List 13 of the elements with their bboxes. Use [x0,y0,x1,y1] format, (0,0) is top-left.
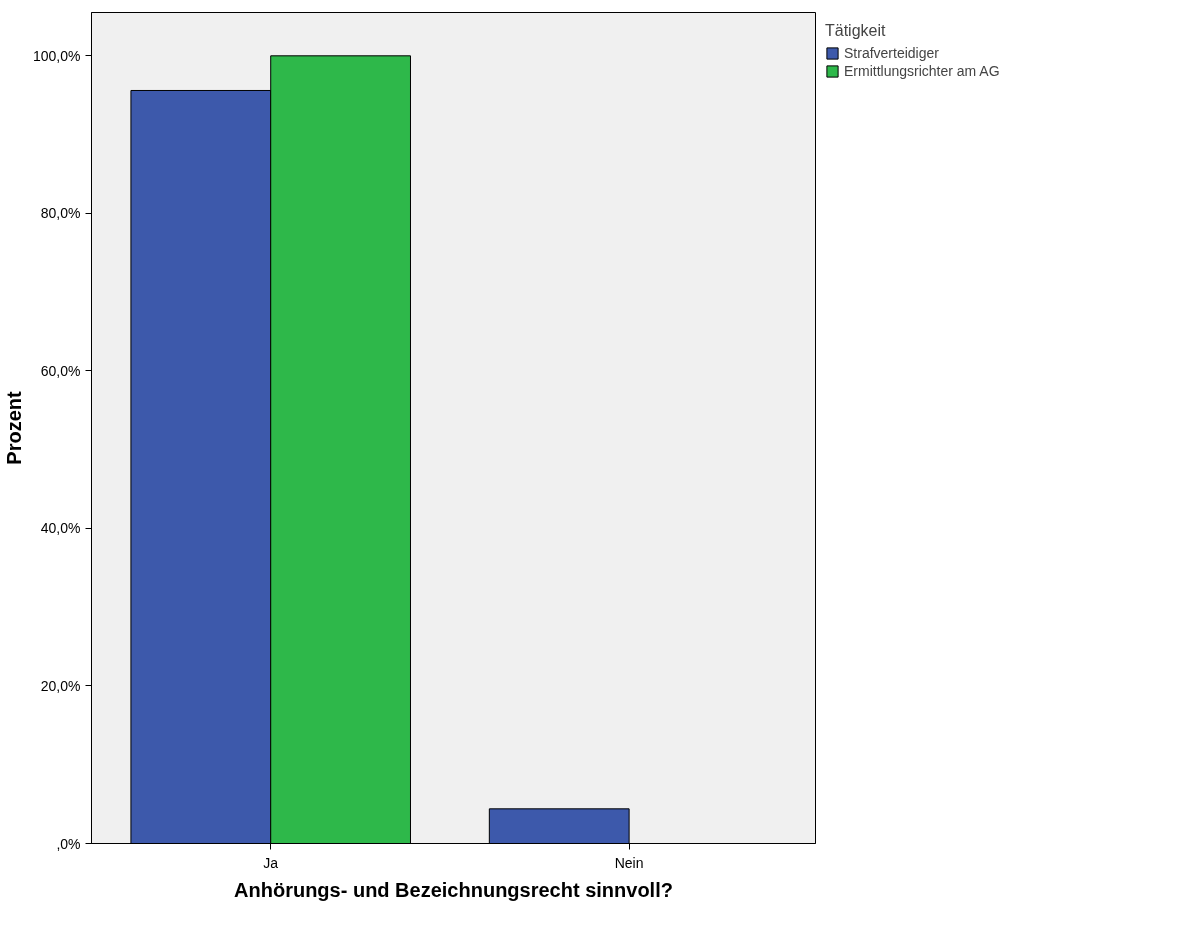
y-tick-label: ,0% [56,835,81,852]
y-tick-label: 80,0% [40,205,81,222]
y-axis-title: Prozent [3,390,26,465]
x-tick-label: Ja [263,854,279,871]
y-tick-label: 20,0% [40,677,81,694]
x-axis-title: Anhörungs- und Bezeichnungsrecht sinnvoll? [234,878,673,901]
x-tick-label: Nein [614,854,644,871]
legend-label: Ermittlungsrichter am AG [844,63,1000,79]
y-tick-label: 100,0% [33,47,81,64]
legend-label: Strafverteidiger [844,45,939,61]
y-tick-label: 60,0% [40,362,81,379]
y-tick-label: 40,0% [40,520,81,537]
legend-title: Tätigkeit [825,22,887,40]
